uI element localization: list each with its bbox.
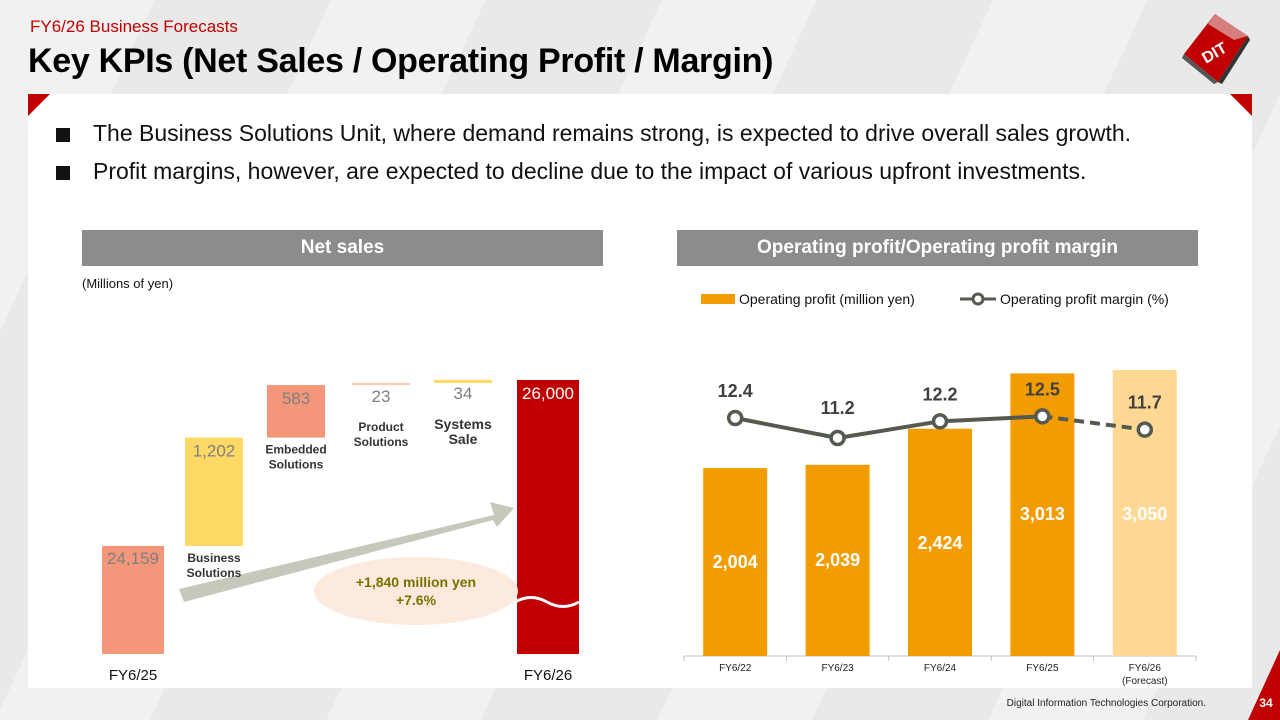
section-subtitle: FY6/26 Business Forecasts <box>30 17 238 36</box>
unit-note: (Millions of yen) <box>82 276 174 291</box>
net-sales-header: Net sales <box>82 230 603 266</box>
page-number: 34 <box>1259 696 1273 710</box>
bullet-square-icon <box>56 128 70 142</box>
bullet-text: The Business Solutions Unit, where deman… <box>93 120 1132 146</box>
page-title: Key KPIs (Net Sales / Operating Profit /… <box>28 42 774 80</box>
corner-accent <box>28 94 50 116</box>
footer-company: Digital Information Technologies Corpora… <box>1006 698 1206 709</box>
corner-accent <box>1230 94 1252 116</box>
bullet-square-icon <box>56 166 70 180</box>
operating-profit-header: Operating profit/Operating profit margin <box>677 230 1198 266</box>
company-logo: DIT <box>1182 14 1250 84</box>
bullet-text: Profit margins, however, are expected to… <box>93 158 1087 184</box>
